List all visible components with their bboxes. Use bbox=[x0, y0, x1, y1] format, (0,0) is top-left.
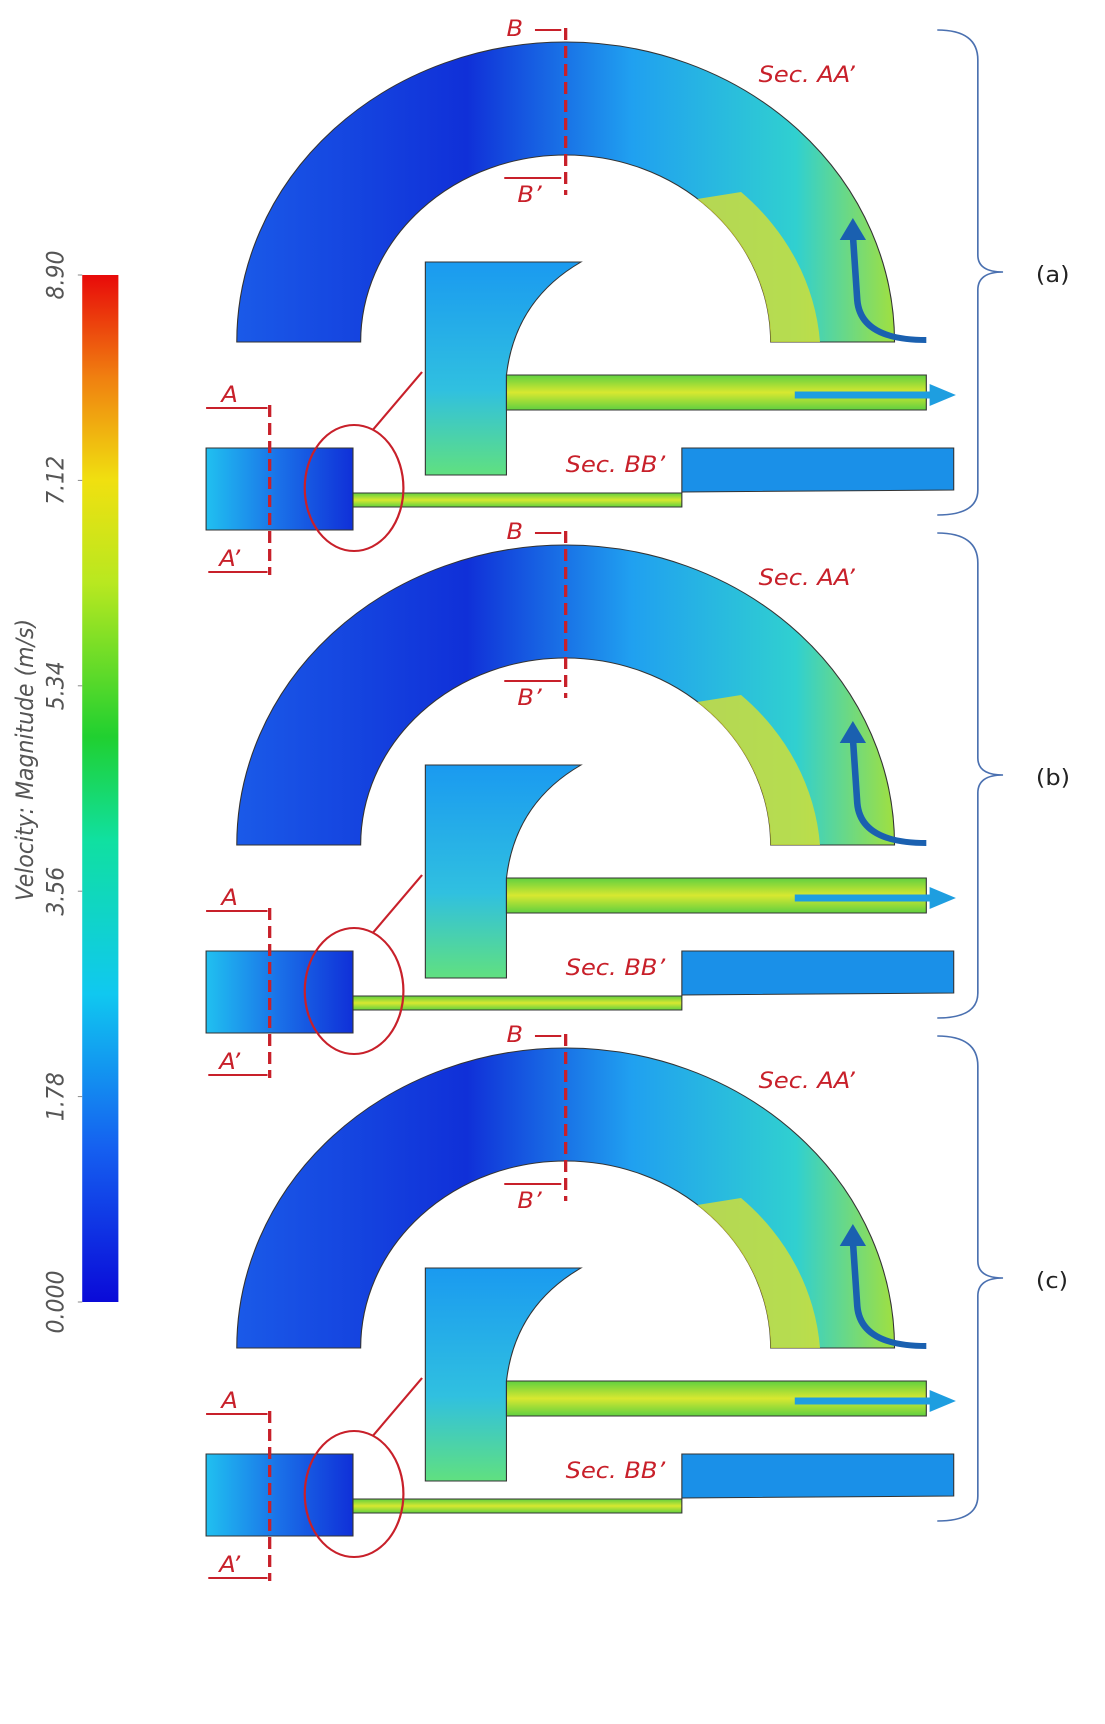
outlet-box bbox=[681, 1453, 955, 1499]
tick-label: 8.90 bbox=[43, 251, 70, 300]
flow-arrow-curved bbox=[849, 1240, 927, 1349]
section-title: Sec. BB’ bbox=[566, 956, 666, 981]
flow-arrow-curved bbox=[849, 234, 927, 343]
section-label: A’ bbox=[217, 1553, 241, 1578]
inlet-box bbox=[205, 1453, 354, 1537]
section-title: Sec. AA’ bbox=[759, 566, 856, 591]
high-velocity-zone bbox=[697, 1198, 820, 1348]
panel-label: (b) bbox=[1036, 766, 1070, 791]
section-label: B bbox=[506, 17, 523, 42]
zoom-circle bbox=[303, 927, 405, 1055]
high-velocity-zone bbox=[697, 192, 820, 342]
section-title: Sec. AA’ bbox=[759, 1069, 856, 1094]
section-label: B’ bbox=[517, 183, 542, 208]
tick-label: 0.000 bbox=[43, 1271, 70, 1334]
section-label: B bbox=[506, 520, 523, 545]
section-label: A’ bbox=[217, 1050, 241, 1075]
tick-label: 5.34 bbox=[43, 661, 70, 710]
tick-label: 1.78 bbox=[43, 1072, 70, 1121]
arrow-head bbox=[929, 887, 956, 909]
bracket bbox=[937, 29, 1004, 516]
figure-body: 0.000 1.78 3.56 5.34 7.12 8.90 Velocity: Magni… bbox=[12, 17, 1070, 1581]
outlet-box bbox=[681, 950, 955, 996]
section-label: A’ bbox=[217, 547, 241, 572]
section-label: A bbox=[219, 383, 238, 408]
panel-label: (c) bbox=[1036, 1269, 1068, 1294]
section-label: B bbox=[506, 1023, 523, 1048]
panel: A A’ B B’ Sec. AA’ Sec. BB’ (c) bbox=[205, 1023, 1068, 1581]
section-title: Sec. BB’ bbox=[566, 1459, 666, 1484]
arrow-head bbox=[839, 721, 867, 743]
inlet-box bbox=[205, 950, 354, 1034]
section-label: A bbox=[219, 886, 238, 911]
section-title: Sec. AA’ bbox=[759, 63, 856, 88]
flow-arrow-curved bbox=[849, 737, 927, 846]
bracket bbox=[937, 1035, 1004, 1522]
zoom-view bbox=[424, 764, 583, 979]
zoom-pointer bbox=[371, 371, 423, 431]
panel-label: (a) bbox=[1036, 263, 1070, 288]
zoom-pointer bbox=[371, 1377, 423, 1437]
outer-duct bbox=[236, 544, 896, 846]
section-label: B’ bbox=[517, 686, 542, 711]
panel: A A’ B B’ Sec. AA’ Sec. BB’ (b) bbox=[205, 520, 1070, 1078]
bottom-channel bbox=[352, 995, 683, 1011]
panel: A A’ B B’ Sec. AA’ Sec. BB’ (a) bbox=[205, 17, 1070, 575]
outer-duct bbox=[236, 1047, 896, 1349]
arrow-head bbox=[839, 218, 867, 240]
section-label: B’ bbox=[517, 1189, 542, 1214]
zoom-circle bbox=[303, 424, 405, 552]
outlet-box bbox=[681, 447, 955, 493]
bracket bbox=[937, 532, 1004, 1019]
bottom-channel bbox=[352, 492, 683, 508]
zoom-view bbox=[424, 261, 583, 476]
bottom-channel bbox=[352, 1498, 683, 1514]
zoom-circle bbox=[303, 1430, 405, 1558]
tick-label: 7.12 bbox=[43, 456, 70, 505]
section-label: A bbox=[219, 1389, 238, 1414]
section-title: Sec. BB’ bbox=[566, 453, 666, 478]
colorbar-label: Velocity: Magnitude (m/s) bbox=[12, 619, 39, 901]
zoom-view bbox=[424, 1267, 583, 1482]
tick-label: 3.56 bbox=[43, 867, 70, 916]
colorbar bbox=[82, 275, 119, 1302]
arrow-head bbox=[929, 1390, 956, 1412]
arrow-head bbox=[929, 384, 956, 406]
zoom-pointer bbox=[371, 874, 423, 934]
inlet-box bbox=[205, 447, 354, 531]
high-velocity-zone bbox=[697, 695, 820, 845]
arrow-head bbox=[839, 1224, 867, 1246]
outer-duct bbox=[236, 41, 896, 343]
